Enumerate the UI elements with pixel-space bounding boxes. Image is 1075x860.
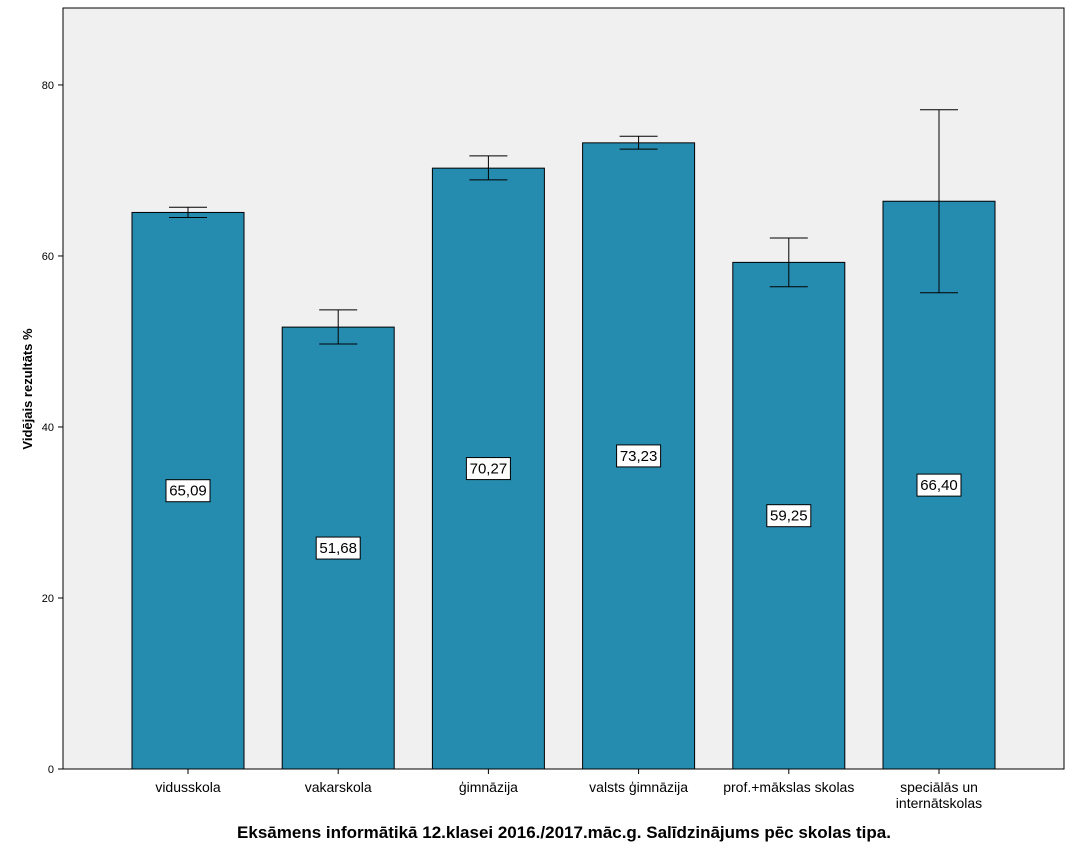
y-axis-label: Vidējais rezultāts % bbox=[20, 328, 35, 450]
data-label-1: 65,09 bbox=[169, 483, 207, 500]
data-label-4: 73,23 bbox=[620, 448, 658, 465]
x-tick-label: prof.+mākslas skolas bbox=[723, 779, 854, 795]
x-tick-label: vakarskola bbox=[305, 779, 372, 795]
data-labels-group: 65,09 51,68 70,27 73,23 59,25 66,40 bbox=[165, 444, 962, 560]
x-tick-label: ģimnāzija bbox=[459, 779, 518, 795]
bars-group bbox=[131, 142, 996, 770]
data-label-5: 59,25 bbox=[770, 508, 808, 525]
chart-title: Eksāmens informātikā 12.klasei 2016./201… bbox=[237, 823, 891, 842]
y-tick-label: 60 bbox=[42, 251, 54, 263]
y-tick-label: 20 bbox=[42, 593, 54, 605]
data-label-2: 51,68 bbox=[319, 540, 357, 557]
data-label-box-3 bbox=[465, 457, 511, 481]
y-tick-label: 80 bbox=[42, 80, 54, 92]
x-axis: vidusskola vakarskola ģimnāzija valsts ģimn… bbox=[155, 769, 982, 811]
x-tick-label: vidusskola bbox=[155, 779, 221, 795]
data-label-box-1 bbox=[165, 479, 211, 503]
x-tick-label: speciālās un bbox=[900, 779, 978, 795]
data-label-6: 66,40 bbox=[920, 477, 958, 494]
x-tick-label: internātskolas bbox=[896, 795, 982, 811]
error-bars-group bbox=[169, 109, 958, 345]
data-label-box-2 bbox=[315, 536, 361, 560]
data-label-box-5 bbox=[766, 504, 812, 528]
y-tick-label: 40 bbox=[42, 422, 54, 434]
data-label-box-4 bbox=[616, 444, 662, 468]
data-label-box-6 bbox=[916, 473, 962, 497]
data-label-3: 70,27 bbox=[470, 461, 508, 478]
y-tick-label: 0 bbox=[48, 764, 54, 776]
y-axis: 0 20 40 60 80 bbox=[42, 80, 63, 776]
x-tick-label: valsts ģimnāzija bbox=[589, 779, 688, 795]
